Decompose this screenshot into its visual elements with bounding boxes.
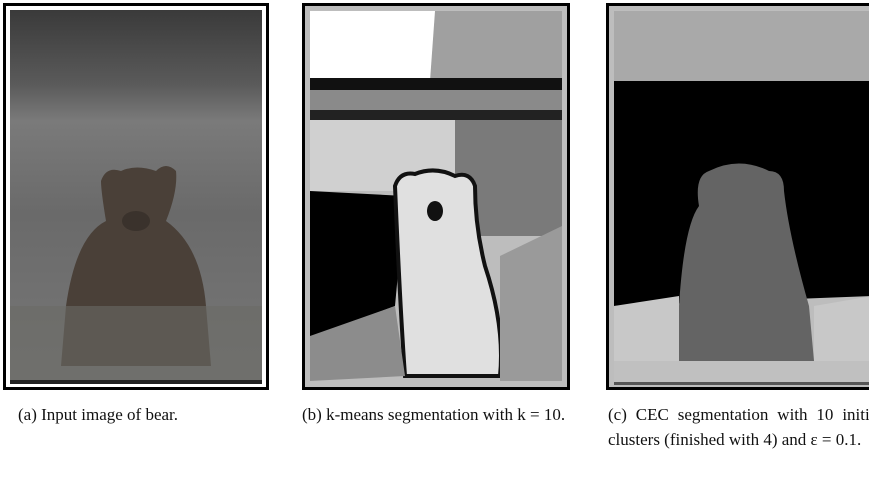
kmeans-image — [302, 3, 570, 390]
cec-image — [606, 3, 869, 390]
caption: (c) CEC segmentation with 10 initial clu… — [608, 402, 869, 452]
page: (a) Input image of bear. (b) k-means seg… — [0, 0, 869, 491]
bear-photo — [6, 6, 266, 387]
caption: (b) k-means segmentation with k = 10. — [302, 402, 567, 427]
kmeans-segmentation — [305, 6, 567, 387]
input-image — [3, 3, 269, 390]
cec-segmentation — [609, 6, 869, 387]
caption: (a) Input image of bear. — [18, 402, 268, 427]
